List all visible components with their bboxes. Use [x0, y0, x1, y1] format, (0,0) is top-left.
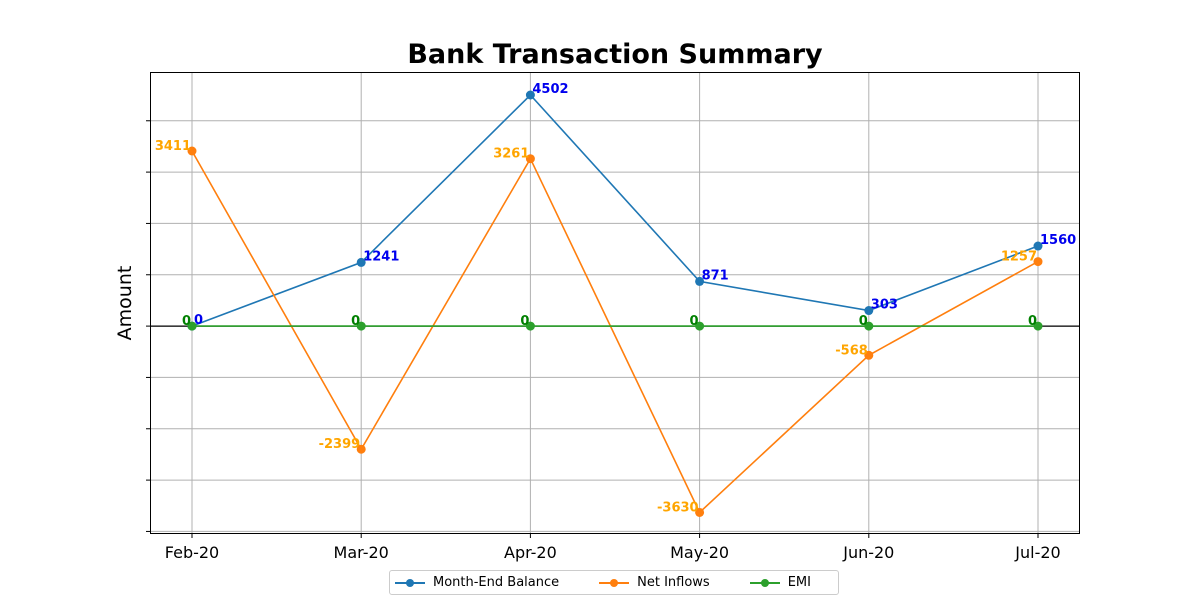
x-tick-label: Jul-20 — [1014, 543, 1060, 562]
data-point — [695, 276, 705, 286]
legend-swatch-icon — [599, 577, 630, 589]
data-point — [1033, 321, 1043, 331]
y-axis-label: Amount — [114, 266, 136, 341]
data-point — [187, 321, 197, 331]
x-tick-label: Apr-20 — [504, 543, 557, 562]
data-labels: 0 1241 4502 871 303 1560 3411 -2399 3261 -3630 -56… — [155, 82, 1076, 515]
data-label: 1257 — [1001, 250, 1037, 265]
data-label: -568 — [835, 343, 868, 358]
data-label: -2399 — [319, 437, 361, 452]
x-tick-label: May-20 — [670, 543, 729, 562]
x-tick-label: Mar-20 — [334, 543, 389, 562]
legend: Month-End Balance Net Inflows EMI — [389, 570, 839, 595]
data-point — [356, 321, 366, 331]
data-point — [695, 507, 705, 517]
data-point — [525, 154, 535, 164]
data-point — [864, 321, 874, 331]
data-label: 4502 — [532, 82, 568, 97]
legend-swatch-icon — [749, 577, 780, 589]
data-point — [525, 321, 535, 331]
plot-frame — [150, 72, 1080, 534]
data-label: 1560 — [1040, 233, 1076, 248]
legend-label: EMI — [787, 575, 811, 590]
legend-label: Month-End Balance — [433, 575, 560, 590]
data-point — [864, 350, 874, 360]
data-label: 1241 — [363, 249, 399, 264]
legend-item: Net Inflows — [599, 575, 710, 590]
data-label: 0 — [520, 314, 529, 329]
legend-swatch-icon — [395, 577, 425, 589]
data-label: 303 — [871, 298, 898, 313]
series-line — [191, 93, 1039, 327]
data-label: 0 — [351, 314, 360, 329]
legend-label: Net Inflows — [637, 575, 710, 590]
data-label: 0 — [194, 313, 203, 328]
data-point — [356, 444, 366, 454]
data-label: 3411 — [155, 139, 191, 154]
data-label: -3630 — [657, 500, 699, 515]
legend-item: Month-End Balance — [395, 575, 559, 590]
data-label: 0 — [690, 314, 699, 329]
series-lines — [187, 90, 1043, 517]
x-tick-label: Feb-20 — [165, 543, 219, 562]
data-point — [1033, 257, 1043, 267]
data-point — [525, 90, 535, 100]
data-point — [1033, 241, 1043, 251]
data-label: 0 — [182, 314, 191, 329]
data-point — [695, 321, 705, 331]
data-label: 0 — [859, 314, 868, 329]
data-point — [864, 306, 874, 316]
data-label: 3261 — [493, 147, 529, 162]
legend-item: EMI — [749, 575, 811, 590]
chart-title: Bank Transaction Summary — [407, 39, 823, 70]
grid-lines — [150, 72, 1080, 534]
axis-ticks: Feb-20 Mar-20 Apr-20 May-20 Jun-20 Jul-20 — [146, 120, 1061, 562]
series-line — [191, 150, 1039, 514]
data-label: 0 — [1028, 314, 1037, 329]
data-label: 871 — [702, 268, 729, 283]
data-point — [356, 257, 366, 267]
data-point — [187, 146, 197, 156]
x-tick-label: Jun-20 — [842, 543, 894, 562]
